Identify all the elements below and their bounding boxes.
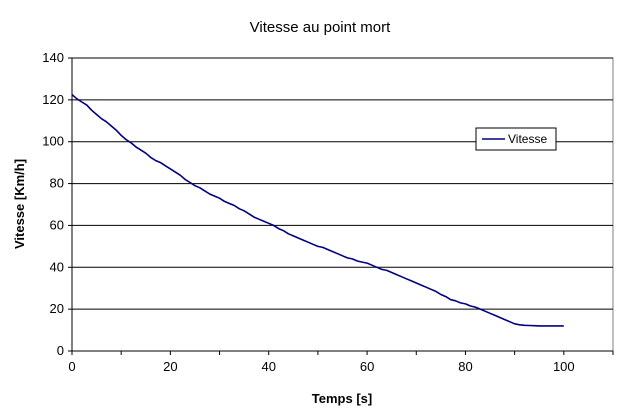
x-axis-label: Temps [s] [312, 391, 372, 406]
x-tick-label: 40 [261, 359, 275, 374]
legend-label-vitesse: Vitesse [508, 132, 547, 146]
y-tick-label: 80 [50, 176, 64, 191]
plot-area [71, 57, 614, 352]
y-tick-label: 20 [50, 301, 64, 316]
y-tick-label: 120 [42, 92, 64, 107]
y-tick-label: 40 [50, 259, 64, 274]
axes [68, 57, 614, 355]
y-axis-tick-labels: 0 20 40 60 80 100 120 140 [42, 50, 64, 358]
x-tick-label: 60 [360, 359, 374, 374]
x-axis-tick-labels: 0 20 40 60 80 100 [68, 359, 574, 374]
x-tick-label: 100 [553, 359, 575, 374]
y-tick-label: 100 [42, 134, 64, 149]
x-tick-label: 80 [458, 359, 472, 374]
y-axis-label: Vitesse [Km/h] [12, 159, 27, 249]
series-lines [71, 93, 564, 327]
legend: Vitesse [475, 127, 557, 151]
x-tick-label: 0 [68, 359, 75, 374]
y-tick-label: 60 [50, 217, 64, 232]
grid-lines [72, 57, 613, 310]
x-tick-label: 20 [163, 359, 177, 374]
legend-box [475, 127, 557, 151]
series-line-vitesse [71, 93, 564, 327]
chart-title: Vitesse au point mort [250, 19, 391, 36]
y-tick-label: 140 [42, 50, 64, 65]
y-tick-label: 0 [57, 343, 64, 358]
